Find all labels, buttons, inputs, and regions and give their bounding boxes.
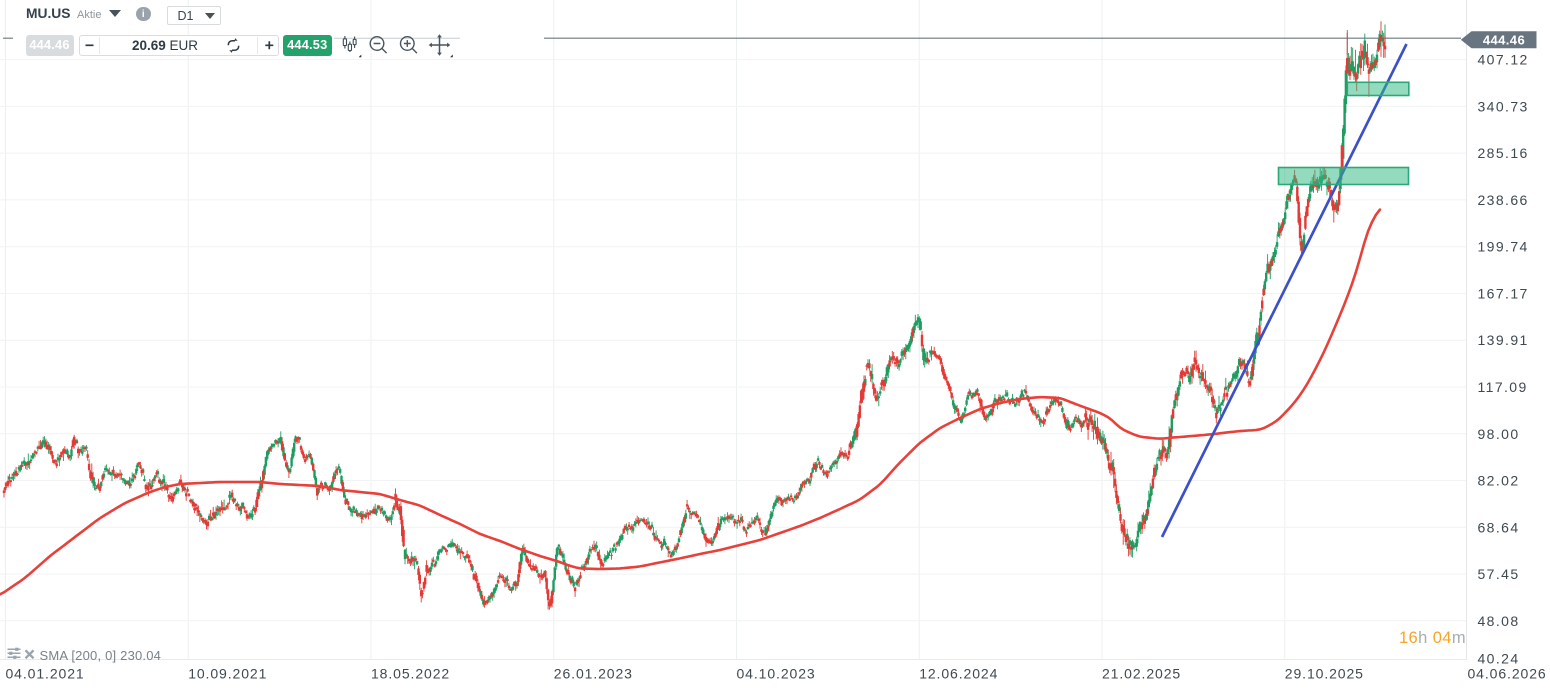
svg-text:04.06.2026: 04.06.2026 (1468, 666, 1547, 682)
svg-text:98.00: 98.00 (1478, 426, 1520, 442)
svg-text:18.05.2022: 18.05.2022 (371, 666, 450, 682)
svg-text:48.08: 48.08 (1478, 613, 1520, 629)
svg-text:199.74: 199.74 (1478, 239, 1529, 255)
svg-text:68.64: 68.64 (1478, 519, 1520, 535)
svg-text:57.45: 57.45 (1478, 566, 1520, 582)
svg-text:29.10.2025: 29.10.2025 (1285, 666, 1364, 682)
svg-text:04.10.2023: 04.10.2023 (737, 666, 816, 682)
svg-text:21.02.2025: 21.02.2025 (1102, 666, 1181, 682)
svg-text:40.24: 40.24 (1478, 650, 1520, 666)
svg-text:12.06.2024: 12.06.2024 (919, 666, 998, 682)
svg-text:82.02: 82.02 (1478, 473, 1520, 489)
svg-text:139.91: 139.91 (1478, 332, 1529, 348)
svg-text:04.01.2021: 04.01.2021 (6, 666, 85, 682)
svg-text:16h 04m: 16h 04m (1399, 629, 1466, 647)
svg-text:238.66: 238.66 (1478, 192, 1529, 208)
svg-text:407.12: 407.12 (1478, 52, 1529, 68)
svg-text:285.16: 285.16 (1478, 145, 1529, 161)
svg-text:340.73: 340.73 (1478, 98, 1529, 114)
svg-text:117.09: 117.09 (1478, 379, 1528, 395)
svg-text:167.17: 167.17 (1478, 286, 1529, 302)
svg-text:444.46: 444.46 (1483, 32, 1525, 47)
svg-text:SMA [200, 0] 230.04: SMA [200, 0] 230.04 (40, 648, 162, 663)
svg-text:10.09.2021: 10.09.2021 (188, 666, 267, 682)
svg-text:26.01.2023: 26.01.2023 (554, 666, 633, 682)
